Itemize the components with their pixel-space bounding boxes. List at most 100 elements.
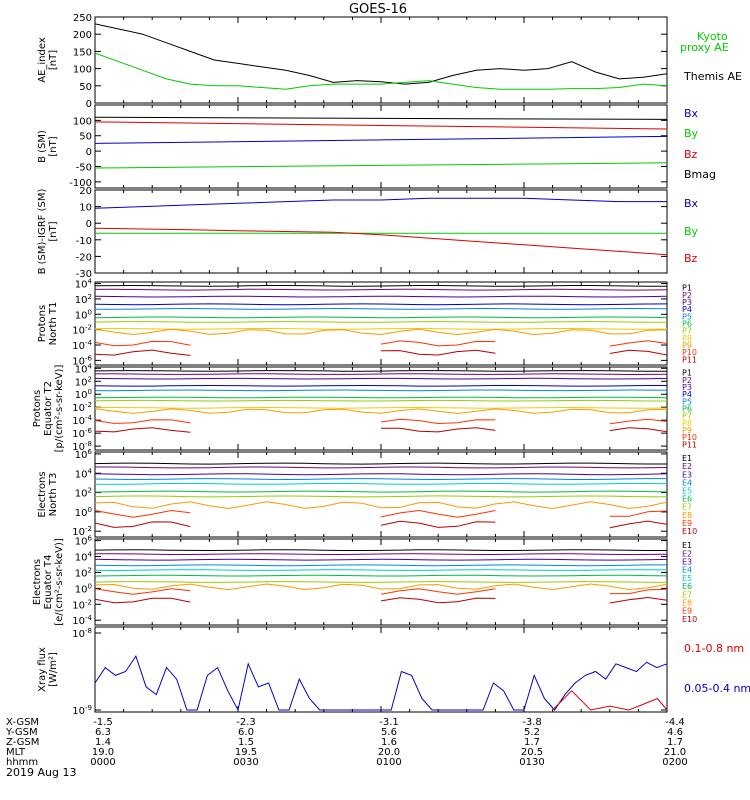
date-label: 2019 Aug 13 [6, 766, 76, 779]
series-p4 [94, 384, 667, 387]
y-tick-label: 102 [75, 487, 92, 500]
legend-kyoto: proxy AE [680, 41, 729, 54]
series-e5 [94, 482, 668, 485]
y-axis-label: AE_index [37, 37, 48, 83]
orbit-value: -1.5 [93, 717, 113, 728]
orbit-row-label: MLT [6, 747, 26, 758]
series-0-05-0-4-nm [94, 654, 668, 712]
legend-p10: P10 [682, 433, 697, 442]
y-tick-label: 0 [86, 147, 92, 158]
legend-e5: E5 [682, 574, 692, 583]
legend-themis: Themis AE [683, 70, 742, 83]
legend-e4: E4 [682, 478, 692, 487]
orbit-value: -3.1 [379, 717, 399, 728]
y-axis-label: Protons [32, 390, 43, 427]
series-e2 [95, 466, 668, 469]
y-axis-label: [e/(cm²-s-sr-keV)] [54, 538, 65, 626]
legend-e7: E7 [682, 503, 692, 512]
y-tick-label: 10-4 [72, 614, 92, 627]
y-tick-label: 100 [75, 308, 92, 321]
series-p5 [94, 307, 668, 310]
series-p8 [94, 327, 668, 330]
panel-b-sm: B (SM) [nT] -100 -50 0 50 100 Bx By Bz Bmag [37, 104, 716, 189]
legend-p5: P5 [682, 397, 692, 406]
legend-p2: P2 [682, 376, 692, 385]
y-tick-label: -100 [69, 178, 92, 189]
y-tick-label: 106 [75, 535, 93, 548]
series-p11 [94, 427, 191, 433]
series-e8 [94, 501, 668, 510]
series-e7 [94, 495, 668, 498]
y-tick-label: -20 [76, 252, 92, 263]
series-e10 [380, 597, 496, 604]
y-tick-label: 10-2 [72, 598, 92, 611]
series-e1 [94, 549, 667, 552]
y-axis-label: B (SM)-IGRF (SM) [37, 189, 48, 275]
legend-p10: P10 [682, 348, 697, 357]
y-axis-label: Protons [37, 305, 48, 342]
y-tick-label: -50 [76, 162, 92, 173]
legend-p1: P1 [682, 284, 692, 293]
y-axis-label: North T1 [48, 302, 59, 346]
series-e10 [609, 520, 668, 529]
legend-p11: P11 [682, 440, 697, 449]
orbit-value: 1.4 [95, 737, 111, 748]
series-p9 [94, 408, 668, 414]
legend-0-1-0-8-nm: 0.1-0.8 nm [684, 642, 744, 655]
series-0-1-0-8-nm [552, 690, 668, 711]
y-tick-label: 100 [75, 582, 92, 595]
legend-e1: E1 [682, 454, 692, 463]
series-p2 [94, 288, 668, 291]
series-e9 [609, 588, 668, 595]
orbit-row-label: Y-GSM [5, 727, 38, 738]
series-p10 [94, 419, 191, 424]
legend-p11: P11 [682, 355, 697, 364]
legend-p9: P9 [682, 341, 692, 350]
y-axis-label: North T3 [48, 473, 59, 517]
y-tick-label: 104 [75, 551, 93, 564]
y-tick-label: 10-6 [72, 427, 92, 440]
series-p3 [94, 295, 668, 298]
series-p11 [94, 349, 191, 356]
y-axis-label: Electrons [32, 559, 43, 605]
y-axis-label: [p/(cm²-s-sr-keV)] [54, 365, 65, 453]
legend-by: By [684, 127, 699, 140]
orbit-table: X-GSM -1.5 -2.3 -3.1 -3.8 -4.4 Y-GSM 6.3 6.0 5.6 5… [5, 717, 688, 768]
legend-kyoto: Kyoto [697, 30, 728, 43]
series-p11 [380, 349, 496, 356]
y-tick-label: 100 [75, 506, 92, 519]
series-themis-ae [94, 23, 668, 85]
orbit-value: 1.5 [238, 737, 254, 748]
legend-e3: E3 [682, 470, 692, 479]
legend-e5: E5 [682, 486, 692, 495]
orbit-value: 0100 [376, 757, 401, 768]
series-p10 [609, 340, 668, 347]
legend-p3: P3 [682, 298, 692, 307]
orbit-value: 20.5 [521, 747, 543, 758]
series-p1 [94, 370, 667, 372]
series-p8 [94, 406, 668, 409]
series-e10 [94, 521, 191, 528]
legend-bx: Bx [684, 107, 699, 120]
series-p6 [94, 396, 668, 399]
panel-frame [94, 189, 668, 274]
panel-protons-equator: Protons Equator T2 [p/(cm²-s-sr-keV)] 10410… [32, 362, 697, 453]
y-tick-label: 102 [75, 375, 92, 388]
series-bz [94, 227, 668, 256]
orbit-value: 20.0 [378, 747, 400, 758]
orbit-value: 0030 [233, 757, 258, 768]
orbit-value: 1.7 [667, 737, 683, 748]
y-axis-label: Xray flux [37, 647, 48, 692]
series-kyoto-proxy-ae [94, 52, 668, 90]
series-p11 [609, 349, 668, 356]
orbit-row-label: X-GSM [6, 717, 39, 728]
legend-e10: E10 [682, 527, 697, 536]
y-tick-label: 200 [73, 30, 92, 41]
orbit-value: 0200 [662, 757, 687, 768]
y-tick-label: 100 [73, 65, 92, 76]
panel-xray: Xray flux [W/m²] 10-8 10-9 0.1-0.8 nm 0.05-0.… [37, 626, 750, 717]
panel-frame [94, 16, 668, 104]
